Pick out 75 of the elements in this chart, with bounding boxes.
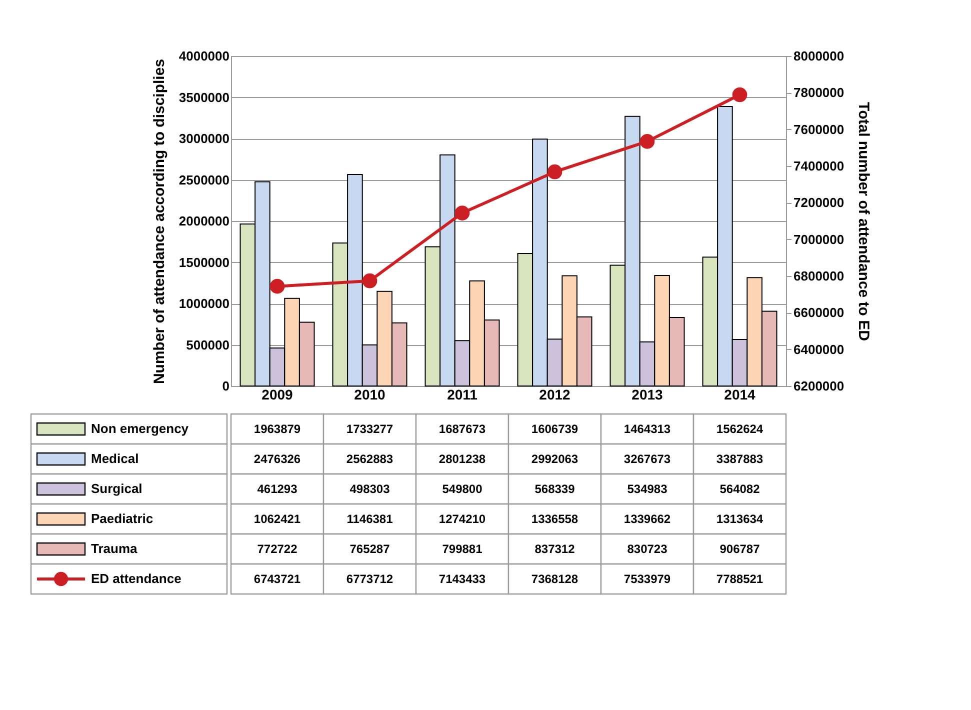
data-label: 3267673 [624, 452, 671, 466]
data-label: 534983 [627, 482, 668, 496]
data-label: 1562624 [716, 422, 764, 436]
y2-tick-label: 7200000 [794, 195, 844, 210]
data-label: 1062421 [254, 512, 301, 526]
x-tick-label: 2013 [632, 386, 664, 402]
data-label: 906787 [720, 542, 760, 556]
y-tick-label: 0 [222, 378, 230, 394]
data-label: 461293 [257, 482, 298, 496]
y-tick-label: 4000000 [178, 48, 230, 64]
point [454, 206, 470, 220]
data-label: 765287 [350, 542, 390, 556]
point [362, 273, 378, 288]
x-tick-label: 2010 [354, 386, 386, 402]
y-tick-label: 1000000 [178, 296, 230, 311]
data-label: 7788521 [716, 572, 764, 586]
data-label: 2476326 [254, 452, 301, 466]
x-tick-label: 2009 [262, 386, 294, 402]
legend-label: Non emergency [91, 421, 190, 436]
data-label: 1336558 [531, 512, 578, 526]
point [547, 164, 562, 180]
y2-tick-label: 6600000 [794, 305, 844, 320]
y2-tick-label: 6400000 [794, 342, 844, 357]
y-tick-label: 2500000 [178, 172, 230, 188]
data-label: 1464313 [624, 422, 671, 436]
data-label: 7368128 [531, 572, 578, 586]
x-tick-label: 2011 [447, 386, 478, 402]
data-label: 6743721 [254, 572, 301, 586]
data-label: 568339 [534, 482, 576, 496]
data-label: 1339662 [624, 512, 671, 526]
data-label: 7143433 [438, 572, 486, 586]
y-tick-label: 3500000 [178, 90, 230, 105]
legend-label: Medical [91, 451, 139, 466]
y2-tick-label: 7400000 [794, 158, 844, 174]
data-label: 837312 [534, 542, 576, 556]
data-label: 1313634 [716, 512, 764, 526]
x-tick-label: 2012 [539, 386, 571, 402]
y-tick-label: 3000000 [178, 131, 230, 146]
data-label: 564082 [720, 482, 760, 496]
y-tick-label: 2000000 [178, 214, 230, 228]
y2-tick-label: 6800000 [794, 268, 844, 284]
data-label: 498303 [350, 482, 390, 496]
y-tick-label: 500000 [186, 337, 230, 352]
data-label: 3387883 [716, 452, 764, 466]
data-label: 6773712 [346, 572, 394, 586]
legend-label: ED attendance [91, 571, 182, 586]
legend-label: Trauma [91, 541, 138, 556]
data-label: 2801238 [438, 452, 486, 466]
point [732, 87, 748, 102]
y2-tick-label: 7600000 [794, 122, 844, 137]
data-label: 1274210 [438, 512, 486, 526]
y2-tick-label: 7000000 [794, 232, 844, 247]
data-label: 7533979 [624, 572, 671, 586]
data-label: 2562883 [346, 452, 394, 466]
data-label: 799881 [442, 542, 483, 556]
data-label: 1146381 [346, 512, 394, 526]
data-label: 772722 [257, 542, 298, 556]
data-label: 1733277 [346, 422, 394, 436]
data-label: 1963879 [254, 422, 301, 436]
legend-label: Surgical [91, 481, 142, 496]
data-label: 830723 [627, 542, 668, 556]
y2-tick-label: 8000000 [794, 48, 844, 64]
point [640, 134, 655, 149]
y-tick-label: 1500000 [178, 254, 230, 270]
data-label: 2992063 [531, 452, 578, 466]
x-tick-label: 2014 [724, 386, 756, 402]
y2-tick-label: 7800000 [794, 85, 844, 100]
y-axis-title: Number of attendance according to disciplies [150, 58, 168, 384]
y2-axis-title: Total number of attendance to ED [855, 102, 872, 342]
y2-tick-label: 6200000 [794, 378, 844, 394]
data-label: 1687673 [438, 422, 486, 436]
point [270, 278, 285, 294]
legend-label: Paediatric [91, 511, 154, 526]
data-label: 549800 [442, 482, 483, 496]
data-label: 1606739 [531, 422, 578, 436]
